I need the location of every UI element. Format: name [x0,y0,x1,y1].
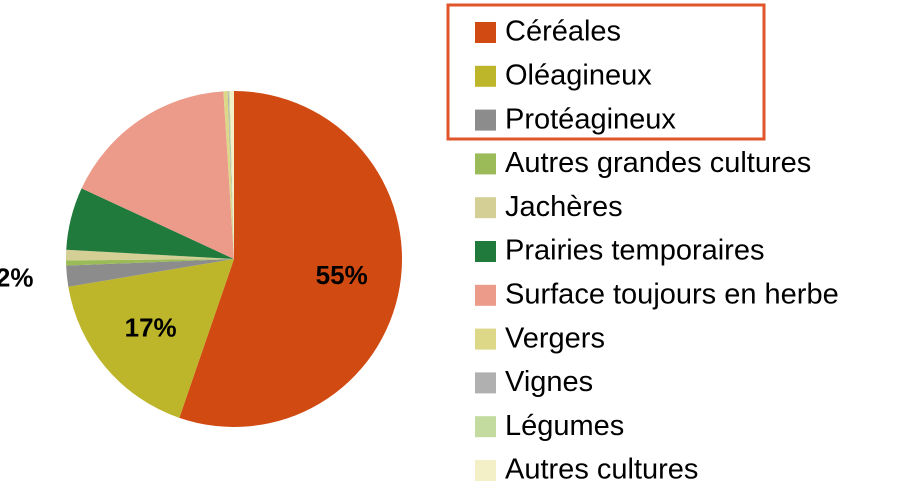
highlight-box [446,3,766,141]
value-label: 55% [316,260,368,290]
legend-label: Céréales [505,16,621,48]
legend-swatch [475,328,496,350]
legend-label: Surface toujours en herbe [505,278,839,310]
legend-label: Protéagineux [505,103,676,135]
legend-label: Oléagineux [505,59,652,91]
legend-label: Vergers [505,322,605,354]
legend-swatch [475,22,496,43]
legend-swatch [475,460,496,481]
legend-label: Vignes [505,366,593,398]
value-label: 2% [0,263,33,293]
legend-label: Jachères [505,191,623,223]
legend-swatch [475,284,496,306]
legend-swatch [475,197,496,219]
legend-label: Autres grandes cultures [505,147,811,179]
value-label: 17% [125,312,177,342]
legend-swatch [475,241,496,262]
legend-swatch [475,416,496,438]
pie-slice [179,91,402,427]
legend-label: Légumes [505,410,624,442]
pie-slice [228,91,234,259]
pie-slice [66,249,234,261]
legend-label: Autres cultures [505,454,698,486]
pie-slice [66,188,235,259]
legend-swatch [475,65,496,87]
pie-slice [223,91,234,259]
pie-slice [229,91,234,259]
pie-slice [66,259,234,287]
legend-label: Prairies temporaires [505,235,764,267]
pie-slice [68,259,235,418]
legend-swatch [475,109,496,131]
legend-swatch [475,153,496,175]
legend-swatch [475,372,496,394]
pie-slice [227,91,234,259]
pie-slice [66,259,234,266]
pie-slice [81,91,234,260]
